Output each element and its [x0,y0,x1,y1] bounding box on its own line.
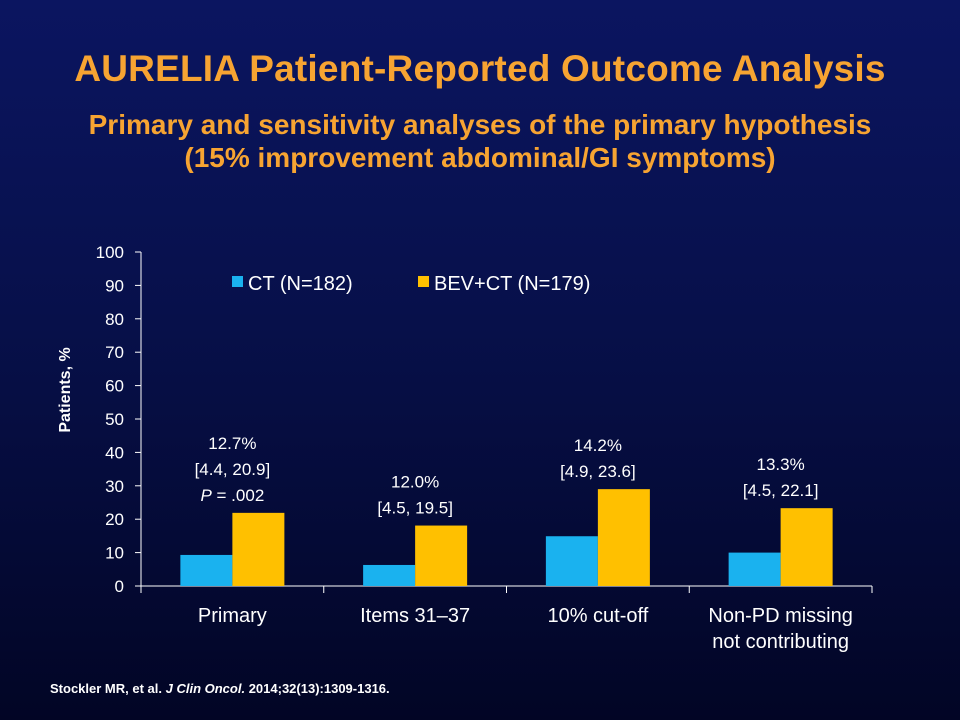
legend-swatch-ct [232,276,243,287]
source-details: 2014;32(13):1309-1316. [248,681,390,696]
legend-label-bevct: BEV+CT (N=179) [434,273,590,295]
bar-bevct-1 [232,512,285,586]
x-category-label: Non-PD missing [708,605,852,627]
bar-annotation: [4.9, 23.6] [560,462,636,481]
legend-label-ct: CT (N=182) [248,273,353,295]
y-tick-label: 80 [105,310,124,329]
y-tick-label: 0 [115,577,124,596]
y-tick-label: 50 [105,410,124,429]
x-category-label: Items 31–37 [360,605,470,627]
x-category-label: Primary [198,605,267,627]
bar-annotation: [4.4, 20.9] [195,460,271,479]
source-authors: Stockler MR, et al. [50,681,162,696]
y-tick-label: 40 [105,443,124,462]
bar-annotation: 13.3% [757,455,805,474]
source-citation: Stockler MR, et al. J Clin Oncol. 2014;3… [50,681,390,696]
bar-ct-2 [363,564,416,586]
y-tick-label: 30 [105,477,124,496]
bar-ct-3 [545,536,598,586]
y-tick-label: 60 [105,377,124,396]
bar-annotation: [4.5, 19.5] [377,499,453,518]
bar-ct-4 [728,552,781,586]
y-axis-label: Patients, % [57,347,74,432]
bar-annotation: [4.5, 22.1] [743,481,819,500]
slide-title: AURELIA Patient-Reported Outcome Analysi… [74,48,886,89]
y-tick-label: 90 [105,276,124,295]
bar-annotation: 12.0% [391,473,439,492]
bar-bevct-2 [415,525,468,586]
bar-annotation: 14.2% [574,436,622,455]
y-tick-label: 20 [105,510,124,529]
slide-subtitle: Primary and sensitivity analyses of the … [88,109,872,173]
bar-annotation: 12.7% [208,434,256,453]
x-category-label: 10% cut-off [547,605,648,627]
bar-bevct-4 [780,508,833,586]
y-tick-label: 100 [96,243,124,262]
y-tick-label: 10 [105,544,124,563]
legend-swatch-bevct [418,276,429,287]
bar-annotation: P = .002 [200,486,264,505]
x-category-label: not contributing [712,631,849,653]
bar-ct-1 [180,554,233,586]
source-journal: J Clin Oncol. [165,681,246,696]
bar-bevct-3 [597,489,650,586]
y-tick-label: 70 [105,343,124,362]
